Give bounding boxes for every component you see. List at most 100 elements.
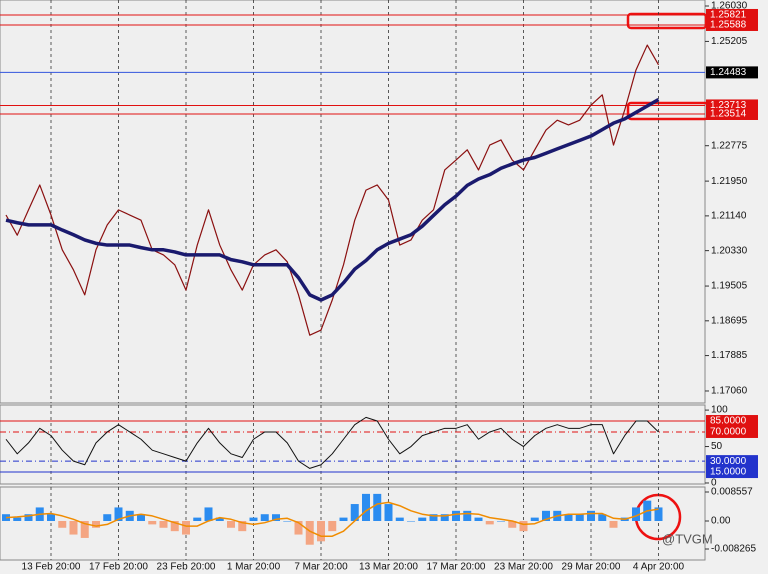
histogram-bar	[103, 514, 112, 521]
histogram-bar	[362, 493, 370, 521]
histogram-bar	[69, 520, 78, 535]
series-line	[5, 416, 659, 469]
histogram-bar	[159, 520, 168, 528]
histogram-bar	[80, 520, 89, 538]
series-line	[5, 44, 660, 336]
y-tick-label: 0.00	[711, 516, 731, 527]
y-tick-label: 1.17885	[711, 350, 748, 361]
watermark: @TVGM	[662, 531, 713, 546]
histogram-bar	[317, 520, 325, 542]
level-label-box	[706, 66, 758, 79]
y-tick-label: 1.22775	[711, 140, 748, 151]
histogram-bar	[598, 514, 607, 521]
y-tick-label: 1.21950	[711, 176, 748, 187]
y-tick-label: 50	[711, 441, 723, 452]
histogram-bar	[272, 514, 280, 521]
histogram-bar	[227, 520, 235, 528]
histogram-bar	[170, 520, 179, 532]
y-tick-label: 1.19505	[711, 281, 748, 292]
level-label-box	[706, 8, 758, 21]
histogram-bar	[407, 520, 415, 522]
level-label-box	[706, 466, 758, 479]
level-label: 1.23713	[710, 100, 747, 111]
series-line	[5, 501, 659, 537]
level-label-box	[706, 415, 758, 428]
histogram-bar	[654, 507, 663, 521]
level-label: 15.0000	[710, 467, 747, 478]
level-label-box	[706, 107, 758, 120]
histogram-bar	[137, 514, 145, 521]
histogram-bar	[440, 514, 449, 521]
histogram-bar	[418, 517, 427, 521]
histogram-bar	[182, 520, 190, 535]
x-tick-label: 29 Mar 20:00	[562, 562, 621, 573]
histogram-bar	[92, 520, 100, 528]
histogram-bar	[542, 510, 550, 521]
histogram-bar	[294, 520, 303, 535]
histogram-bar	[373, 493, 382, 521]
histogram-bar	[350, 504, 359, 521]
histogram-bar	[339, 517, 348, 521]
x-tick-label: 17 Feb 20:00	[89, 562, 148, 573]
x-tick-label: 17 Mar 20:00	[427, 562, 486, 573]
histogram-bar	[114, 507, 123, 521]
histogram-bar	[305, 520, 314, 545]
histogram-bar	[564, 514, 573, 521]
histogram-bar	[283, 520, 292, 522]
oscillator-panel	[0, 404, 706, 485]
y-tick-label: 0.008557	[711, 487, 753, 498]
level-label: 85.0000	[710, 416, 747, 427]
histogram-bar	[519, 520, 528, 532]
histogram-bar	[485, 520, 494, 525]
histogram-bar	[575, 514, 584, 521]
histogram-bar	[587, 510, 595, 521]
histogram-bar	[13, 517, 22, 521]
y-tick-label: 1.26030	[711, 1, 748, 12]
histogram-bar	[249, 517, 258, 521]
histogram-bar	[58, 520, 67, 528]
y-tick-label: 1.18695	[711, 315, 748, 326]
y-tick-label: 0	[711, 478, 717, 489]
histogram-bar	[148, 520, 157, 525]
histogram-bar	[609, 520, 618, 528]
x-tick-label: 4 Apr 20:00	[633, 562, 685, 573]
histogram-bar	[193, 517, 202, 521]
histogram-bar	[395, 517, 404, 521]
histogram-bar	[497, 520, 505, 522]
y-tick-label: 1.25205	[711, 36, 748, 47]
histogram-bar	[238, 520, 247, 532]
x-tick-label: 7 Mar 20:00	[294, 562, 348, 573]
level-label: 1.23514	[710, 109, 747, 120]
histogram-bar	[47, 514, 55, 521]
price-panel	[0, 0, 706, 404]
y-tick-label: -0.008265	[711, 544, 756, 555]
level-label: 1.24483	[710, 67, 747, 78]
histogram-bar	[429, 514, 438, 521]
level-label-box	[706, 425, 758, 438]
histogram-bar	[508, 520, 517, 528]
level-label: 1.25821	[710, 10, 747, 21]
x-tick-label: 23 Mar 20:00	[494, 562, 553, 573]
level-label-box	[706, 455, 758, 468]
x-tick-label: 13 Mar 20:00	[359, 562, 418, 573]
y-tick-label: 1.20330	[711, 245, 748, 256]
level-label: 1.25588	[710, 20, 747, 31]
level-label-box	[706, 18, 758, 31]
histogram-bar	[328, 520, 337, 532]
x-tick-label: 23 Feb 20:00	[157, 562, 216, 573]
histogram-bar	[474, 517, 483, 521]
histogram-bar	[452, 510, 460, 521]
histogram-bar	[24, 514, 33, 521]
histogram-bar	[463, 510, 472, 521]
histogram-bar	[632, 507, 640, 521]
y-tick-label: 100	[711, 405, 728, 416]
x-tick-label: 1 Mar 20:00	[227, 562, 281, 573]
histogram-bar	[215, 517, 224, 521]
histogram-bar	[530, 517, 539, 521]
histogram-bar	[204, 507, 213, 521]
series-line	[5, 98, 660, 302]
level-label: 30.0000	[710, 456, 747, 467]
histogram-bar	[260, 514, 269, 521]
